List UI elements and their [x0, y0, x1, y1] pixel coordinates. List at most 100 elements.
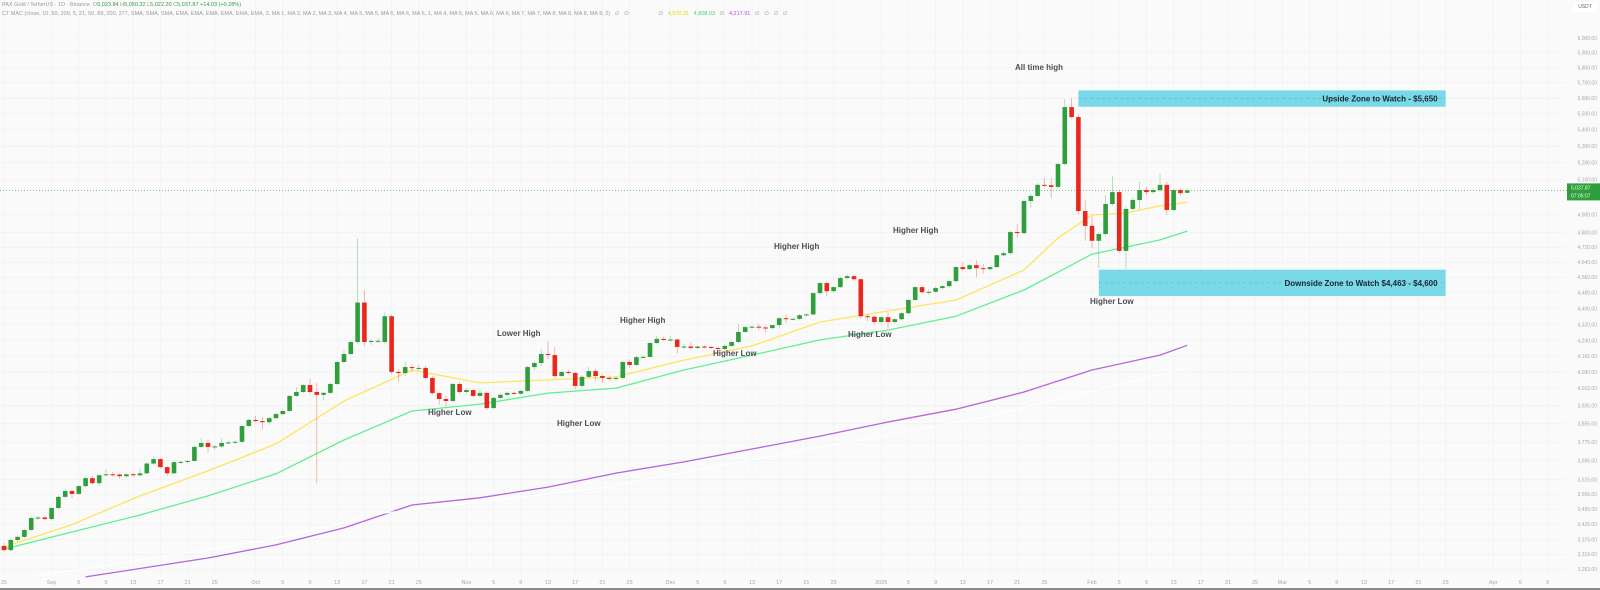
- symbol-header[interactable]: PAX Gold / TetherUS · 1D · Binance O5,02…: [2, 2, 242, 8]
- candle-body: [702, 346, 707, 348]
- candle-body: [654, 338, 660, 344]
- time-tick-label: 2026: [875, 580, 887, 586]
- ma-line-purple: [85, 344, 1188, 578]
- candle: [1164, 181, 1170, 215]
- candle: [90, 476, 95, 485]
- candle-body: [810, 293, 816, 315]
- candle: [1062, 99, 1068, 166]
- candle-body: [62, 490, 68, 497]
- symbol-name[interactable]: PAX Gold / TetherUS: [2, 2, 54, 8]
- candle: [375, 337, 381, 344]
- price-axis[interactable]: 6,000.00 5,900.00 5,800.00 5,700.00 5,600.00…: [1578, 36, 1598, 573]
- time-tick-label: 9: [1335, 580, 1338, 586]
- candle: [518, 389, 524, 395]
- candle: [124, 473, 129, 478]
- candle: [1157, 173, 1163, 192]
- time-tick-label: Oct: [251, 580, 260, 586]
- candle: [368, 339, 374, 345]
- time-tick-label: 5: [77, 580, 80, 586]
- open-label: O: [92, 2, 98, 8]
- empty-value-icon: ∅: [624, 11, 629, 17]
- candle-body: [90, 478, 95, 484]
- candle: [28, 516, 34, 532]
- candle: [613, 376, 619, 381]
- price-tick-label: 5,600.00: [1578, 96, 1598, 102]
- annotation-higher-low: Higher Low: [557, 419, 601, 428]
- candle-body: [640, 356, 646, 358]
- candle-body: [1116, 192, 1122, 251]
- candle-body: [430, 377, 435, 394]
- candle: [1137, 181, 1142, 210]
- candle: [736, 324, 741, 344]
- annotation-lower-high: Lower High: [497, 329, 541, 338]
- candle: [35, 516, 41, 521]
- candle: [158, 458, 163, 469]
- candle: [49, 506, 54, 521]
- candle: [858, 278, 864, 319]
- candle-body: [1021, 201, 1027, 234]
- candle-body: [1042, 184, 1047, 186]
- candle: [171, 460, 177, 475]
- candle-body: [994, 255, 1000, 268]
- candle: [722, 344, 728, 351]
- candle: [341, 350, 347, 364]
- candle: [62, 488, 68, 499]
- candle: [974, 260, 979, 278]
- candle-body: [715, 347, 721, 350]
- time-tick-label: 21: [803, 580, 809, 586]
- price-tick-label: 4,400.00: [1578, 306, 1598, 312]
- candle: [130, 472, 136, 477]
- annotation-all-time-high: All time high: [1015, 63, 1063, 72]
- time-tick-label: 21: [1415, 580, 1421, 586]
- price-tick-label: 5,700.00: [1578, 81, 1598, 87]
- candle-body: [892, 319, 898, 323]
- candle-body: [865, 316, 870, 318]
- candle-body: [681, 346, 687, 348]
- candle-body: [783, 318, 789, 320]
- candle-body: [164, 467, 170, 474]
- candle: [15, 535, 20, 542]
- candle-body: [226, 442, 231, 444]
- time-tick-label: 5: [907, 580, 910, 586]
- candle: [416, 364, 422, 371]
- currency-selector[interactable]: USDT: [1573, 2, 1597, 12]
- candle-body: [674, 339, 680, 347]
- time-tick-label: 5: [1118, 580, 1121, 586]
- upside-zone-box[interactable]: [1078, 90, 1446, 107]
- candle: [1082, 199, 1088, 241]
- price-tick-label: 4,015.00: [1578, 386, 1598, 392]
- candle: [538, 349, 544, 366]
- candle-body: [885, 317, 891, 323]
- time-tick-label: Nov: [462, 580, 472, 586]
- annotation-higher-low: Higher Low: [1090, 297, 1134, 306]
- time-tick-label: Apr: [1489, 580, 1498, 586]
- price-tick-label: 5,200.00: [1578, 161, 1598, 167]
- candle-body: [817, 283, 823, 294]
- candle-body: [130, 474, 136, 476]
- time-axis[interactable]: 25 Sep 5 9 13 17 21 25 Oct 5 9 13 17 21 25 Nov 5 9 13 17 21 2…: [1, 580, 1549, 586]
- candle-body: [382, 316, 388, 342]
- candle: [967, 263, 972, 271]
- candle: [56, 495, 61, 510]
- candle: [280, 409, 286, 416]
- candle: [654, 335, 660, 344]
- candle-body: [96, 475, 102, 484]
- candle: [783, 314, 789, 323]
- interval[interactable]: 1D: [58, 2, 66, 8]
- time-tick-label: 13: [545, 580, 551, 586]
- empty-value-icon: ∅: [614, 11, 620, 17]
- indicator-title[interactable]: CT MAC (close, 10, 50, 200, 5, 21, 50, 8…: [2, 11, 611, 17]
- annotation-higher-high: Higher High: [893, 226, 938, 235]
- candle: [300, 383, 306, 393]
- indicator-legend[interactable]: CT MAC (close, 10, 50, 200, 5, 21, 50, 8…: [2, 11, 788, 17]
- candle: [797, 314, 802, 321]
- candle-body: [504, 392, 510, 395]
- candle-body: [797, 315, 802, 319]
- candle-body: [321, 392, 326, 395]
- candle-body: [300, 385, 306, 393]
- candle-body: [42, 517, 48, 520]
- candle-body: [314, 392, 320, 395]
- exchange: Binance: [69, 2, 90, 8]
- candle: [103, 469, 109, 477]
